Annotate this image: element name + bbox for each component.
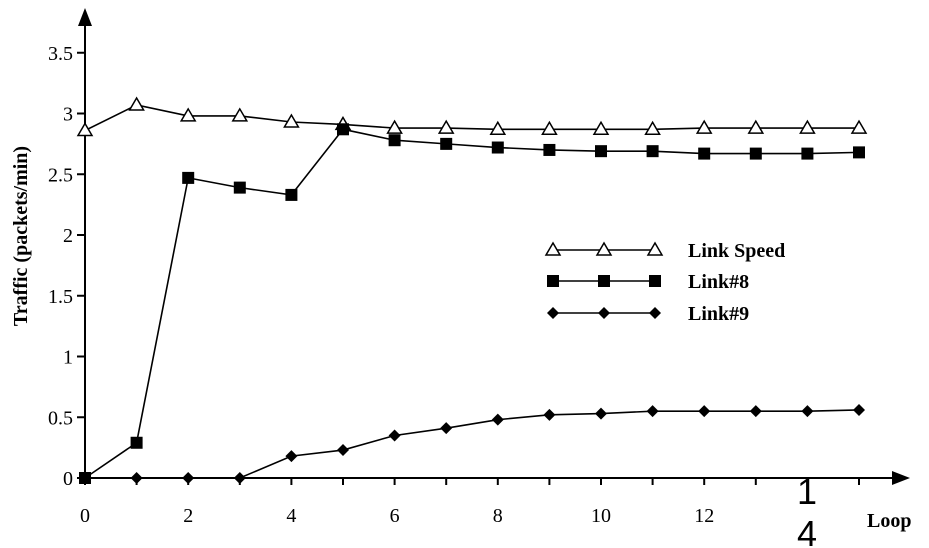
data-point [801,405,814,418]
data-point [440,422,453,435]
data-point [233,181,246,194]
y-axis-title: Traffic (packets/min) [10,146,32,326]
data-point [749,147,762,160]
series-0 [76,96,868,137]
y-tick-label: 1 [63,347,73,369]
y-axis-arrow [78,8,92,26]
legend-marker [595,241,613,256]
legend-marker [547,275,559,287]
data-point [541,120,558,136]
y-tick-label: 1.5 [48,286,73,308]
data-point [76,122,94,137]
data-point [644,120,661,136]
data-point [285,450,298,463]
data-point [850,119,868,134]
legend-marker [544,241,562,256]
data-point [853,403,865,416]
data-point [388,134,401,147]
x-tick-label: 0 [80,505,90,527]
legend: Link Speed Link#8 Link#9 [544,240,785,325]
legend-marker [547,307,559,319]
data-point [595,145,607,158]
data-point [440,137,453,150]
series-1 [79,123,865,484]
legend-marker [646,241,664,256]
legend-marker [598,307,610,319]
data-point [695,119,713,134]
y-tick-label: 2.5 [48,164,73,186]
series-layer [76,96,868,484]
x-tick-label: 10 [591,505,611,527]
data-point [283,113,300,128]
data-point [179,107,197,122]
x-axis-title: Loop [867,510,911,532]
data-point [79,472,91,484]
series-line [84,104,859,132]
data-point [747,119,765,134]
data-point [182,472,195,484]
y-tick-label: 0 [63,468,73,490]
data-point [595,407,607,420]
legend-marker [649,275,661,287]
data-point [489,120,507,136]
data-point [337,123,349,136]
y-tick-label: 3.5 [48,43,73,65]
x-tick-label: 4 [286,505,296,527]
data-point [130,436,143,449]
x-axis-arrow [892,471,910,485]
data-point [285,188,298,201]
data-point [698,405,711,418]
data-point [543,408,556,421]
data-point [437,119,455,134]
legend-marker [598,275,610,287]
legend-marker [649,307,661,319]
data-point [182,171,195,184]
x-tick-label: 12 [694,505,714,527]
legend-item: Link#8 [547,271,749,293]
data-point [543,143,556,156]
data-point [491,141,504,154]
stray-label-4: 4 [797,513,817,548]
data-point [801,147,814,160]
data-point [386,119,403,134]
data-point [749,405,762,418]
data-point [799,119,816,134]
y-tick-label: 3 [63,104,73,126]
legend-label: Link Speed [688,240,785,262]
data-point [592,120,610,136]
data-point [491,413,504,426]
y-tick-label: 0.5 [48,407,73,429]
x-tick-label: 8 [493,505,503,527]
x-tick-label: 2 [183,505,193,527]
series-line [84,128,860,479]
legend-label: Link#9 [688,303,749,325]
data-point [128,96,145,111]
legend-label: Link#8 [688,271,749,293]
legend-item: Link#9 [547,303,749,325]
data-point [231,107,249,122]
data-point [388,429,401,442]
series-line [85,409,860,479]
y-tick-label: 2 [63,225,73,247]
stray-label-1: 1 [797,471,817,512]
data-point [130,472,143,484]
data-point [853,146,865,159]
legend-item: Link Speed [544,240,785,262]
data-point [233,472,246,484]
y-axis-ticks: 0 0.5 1 1.5 2 2.5 3 3.5 [48,43,85,490]
x-axis-ticks: 0 2 4 6 8 10 12 [80,478,860,527]
data-point [698,147,711,160]
data-point [646,145,659,158]
data-point [337,444,349,457]
x-tick-label: 6 [390,505,400,527]
series-2 [79,403,865,484]
data-point [646,405,659,418]
